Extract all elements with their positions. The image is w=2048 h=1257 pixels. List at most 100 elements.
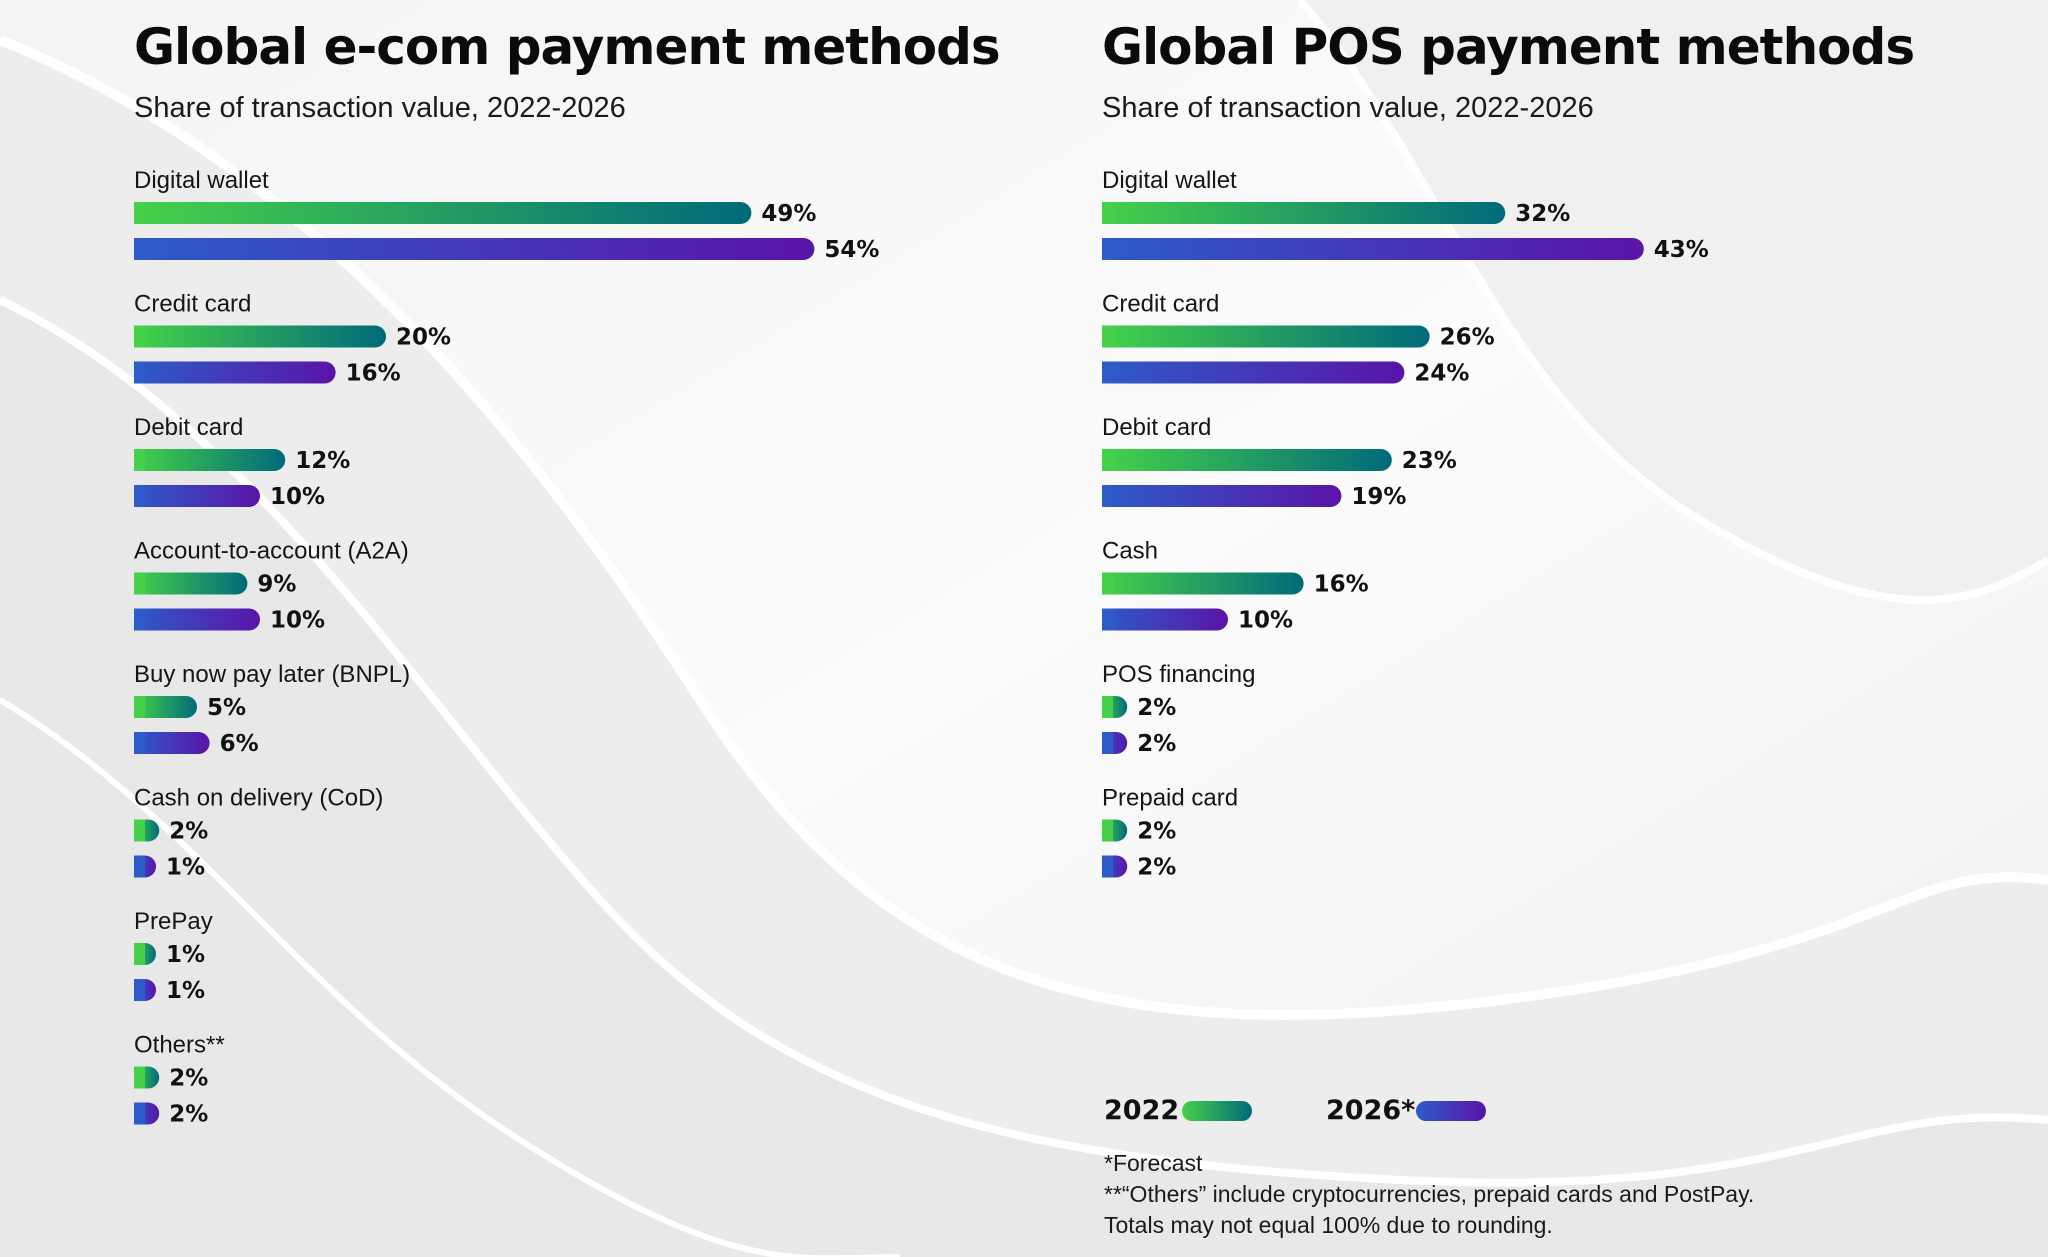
pos-category-group: POS financing 2% 2% bbox=[1102, 661, 1255, 757]
ecom-value-label: 9% bbox=[257, 572, 296, 598]
pos-value-label: 2% bbox=[1137, 855, 1176, 881]
ecom-value-label: 12% bbox=[295, 448, 350, 474]
ecom-bar-2022 bbox=[134, 572, 248, 595]
pos-value-label: 23% bbox=[1402, 448, 1457, 474]
legend-label-2022: 2022 bbox=[1104, 1095, 1180, 1126]
ecom-bar-plot: Digital wallet 49% 54% Credit card 20% 16% Deb… bbox=[134, 167, 879, 1128]
pos-bar-2026 bbox=[1102, 485, 1342, 507]
ecom-bar-cap bbox=[134, 485, 145, 507]
pos-value-label: 43% bbox=[1654, 237, 1709, 263]
ecom-bar-cap bbox=[134, 572, 145, 595]
pos-value-label: 19% bbox=[1351, 484, 1406, 510]
ecom-value-label: 49% bbox=[761, 201, 816, 227]
ecom-value-label: 1% bbox=[166, 942, 205, 968]
ecom-bar-cap bbox=[134, 979, 145, 1001]
pos-bar-cap bbox=[1102, 696, 1113, 718]
ecom-value-label: 2% bbox=[169, 1102, 208, 1128]
ecom-category-group: Account-to-account (A2A) 9% 10% bbox=[134, 538, 409, 634]
ecom-value-label: 2% bbox=[169, 819, 208, 845]
pos-category-group: Digital wallet 32% 43% bbox=[1102, 167, 1709, 263]
pos-bar-cap bbox=[1102, 449, 1113, 471]
ecom-category-group: Cash on delivery (CoD) 2% 1% bbox=[134, 785, 383, 881]
ecom-value-label: 54% bbox=[824, 237, 879, 263]
ecom-bar-2026 bbox=[134, 732, 210, 754]
ecom-bar-2022 bbox=[134, 696, 197, 718]
ecom-bar-2026 bbox=[134, 238, 815, 260]
pos-value-label: 2% bbox=[1137, 819, 1176, 845]
pos-bar-cap bbox=[1102, 485, 1113, 507]
ecom-category-group: Credit card 20% 16% bbox=[134, 291, 451, 387]
pos-bar-2026 bbox=[1102, 361, 1405, 384]
ecom-value-label: 16% bbox=[346, 361, 401, 387]
legend-swatch-2022 bbox=[1182, 1101, 1252, 1121]
pos-chart-subtitle: Share of transaction value, 2022-2026 bbox=[1102, 92, 1594, 124]
ecom-bar-cap bbox=[134, 361, 145, 384]
pos-category-group: Credit card 26% 24% bbox=[1102, 291, 1495, 387]
pos-bar-2022 bbox=[1102, 572, 1304, 595]
ecom-category-label: Account-to-account (A2A) bbox=[134, 538, 409, 565]
ecom-bar-cap bbox=[134, 1102, 145, 1125]
ecom-category-label: PrePay bbox=[134, 908, 213, 935]
ecom-bar-2026 bbox=[134, 485, 260, 507]
ecom-category-group: Others** 2% 2% bbox=[134, 1032, 225, 1128]
ecom-category-label: Credit card bbox=[134, 291, 251, 318]
pos-bar-cap bbox=[1102, 361, 1113, 384]
pos-bar-2022 bbox=[1102, 325, 1430, 348]
ecom-chart: Global e-com payment methods Share of tr… bbox=[134, 18, 1034, 1138]
ecom-bar-2026 bbox=[134, 608, 260, 631]
pos-bar-cap bbox=[1102, 819, 1113, 842]
pos-category-label: Prepaid card bbox=[1102, 785, 1238, 812]
pos-chart-title: Global POS payment methods bbox=[1102, 18, 1915, 76]
ecom-category-label: Others** bbox=[134, 1032, 225, 1059]
pos-bar-cap bbox=[1102, 202, 1113, 224]
ecom-category-group: Digital wallet 49% 54% bbox=[134, 167, 879, 263]
ecom-value-label: 1% bbox=[166, 978, 205, 1004]
ecom-value-label: 10% bbox=[270, 608, 325, 634]
pos-bar-2022 bbox=[1102, 449, 1392, 471]
footnotes: *Forecast **“Others” include cryptocurre… bbox=[1104, 1148, 1754, 1241]
ecom-bar-2026 bbox=[134, 361, 336, 384]
pos-bar-2022 bbox=[1102, 202, 1506, 224]
pos-category-group: Debit card 23% 19% bbox=[1102, 414, 1457, 510]
pos-category-label: Cash bbox=[1102, 538, 1158, 565]
ecom-chart-title: Global e-com payment methods bbox=[134, 18, 1001, 76]
pos-category-group: Prepaid card 2% 2% bbox=[1102, 785, 1238, 881]
ecom-bar-cap bbox=[134, 855, 145, 878]
ecom-category-label: Debit card bbox=[134, 414, 243, 441]
ecom-category-label: Buy now pay later (BNPL) bbox=[134, 661, 410, 688]
ecom-bar-cap bbox=[134, 202, 145, 224]
pos-value-label: 24% bbox=[1414, 361, 1469, 387]
ecom-bar-2022 bbox=[134, 449, 286, 471]
pos-value-label: 26% bbox=[1440, 325, 1495, 351]
pos-category-group: Cash 16% 10% bbox=[1102, 538, 1369, 634]
pos-bar-cap bbox=[1102, 325, 1113, 348]
pos-value-label: 2% bbox=[1137, 731, 1176, 757]
pos-value-label: 32% bbox=[1515, 201, 1570, 227]
ecom-bar-cap bbox=[134, 943, 145, 965]
pos-bar-cap bbox=[1102, 572, 1113, 595]
pos-category-label: POS financing bbox=[1102, 661, 1255, 688]
legend-swatch-2026 bbox=[1416, 1101, 1486, 1121]
ecom-value-label: 10% bbox=[270, 484, 325, 510]
ecom-bar-cap bbox=[134, 608, 145, 631]
ecom-bar-cap bbox=[134, 696, 145, 718]
pos-bar-plot: Digital wallet 32% 43% Credit card 26% 24% Deb… bbox=[1102, 167, 1709, 881]
ecom-bar-2022 bbox=[134, 202, 752, 224]
pos-bar-cap bbox=[1102, 855, 1113, 878]
ecom-value-label: 5% bbox=[207, 695, 246, 721]
pos-chart: Global POS payment methods Share of tran… bbox=[1102, 18, 2002, 1138]
pos-bar-2026 bbox=[1102, 238, 1644, 260]
ecom-bar-cap bbox=[134, 732, 145, 754]
ecom-bar-cap bbox=[134, 325, 145, 348]
ecom-value-label: 6% bbox=[220, 731, 259, 757]
ecom-category-group: Debit card 12% 10% bbox=[134, 414, 350, 510]
ecom-category-group: PrePay 1% 1% bbox=[134, 908, 213, 1004]
ecom-category-group: Buy now pay later (BNPL) 5% 6% bbox=[134, 661, 410, 757]
ecom-chart-subtitle: Share of transaction value, 2022-2026 bbox=[134, 92, 626, 124]
pos-bar-cap bbox=[1102, 238, 1113, 260]
legend: 2022 2026* bbox=[1104, 1093, 1524, 1129]
ecom-value-label: 20% bbox=[396, 325, 451, 351]
pos-category-label: Debit card bbox=[1102, 414, 1211, 441]
legend-label-2026: 2026* bbox=[1326, 1095, 1416, 1126]
ecom-bar-cap bbox=[134, 449, 145, 471]
